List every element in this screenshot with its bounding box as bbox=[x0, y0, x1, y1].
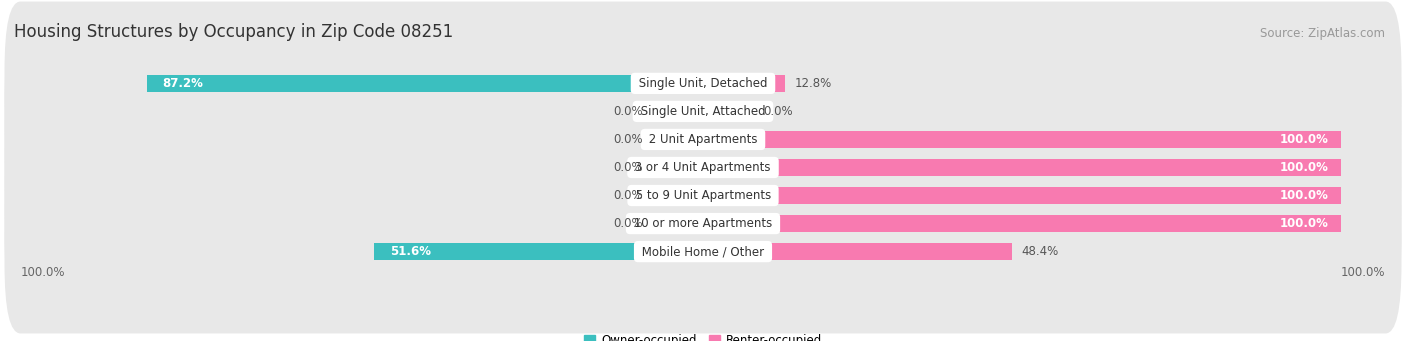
Text: Single Unit, Detached: Single Unit, Detached bbox=[636, 77, 770, 90]
Legend: Owner-occupied, Renter-occupied: Owner-occupied, Renter-occupied bbox=[583, 334, 823, 341]
Bar bbox=[703, 131, 1341, 148]
Bar bbox=[374, 243, 703, 260]
Text: Single Unit, Attached: Single Unit, Attached bbox=[637, 105, 769, 118]
Bar bbox=[703, 159, 1341, 176]
Bar bbox=[703, 187, 1341, 204]
Text: 5 to 9 Unit Apartments: 5 to 9 Unit Apartments bbox=[631, 189, 775, 202]
Text: Mobile Home / Other: Mobile Home / Other bbox=[638, 245, 768, 258]
Text: 100.0%: 100.0% bbox=[21, 266, 65, 279]
FancyBboxPatch shape bbox=[4, 170, 1402, 333]
Bar bbox=[703, 243, 1012, 260]
Bar bbox=[703, 103, 754, 120]
Text: 0.0%: 0.0% bbox=[613, 161, 643, 174]
Bar bbox=[703, 75, 785, 92]
Bar bbox=[652, 103, 703, 120]
Text: 2 Unit Apartments: 2 Unit Apartments bbox=[645, 133, 761, 146]
Text: 12.8%: 12.8% bbox=[794, 77, 831, 90]
Bar bbox=[652, 131, 703, 148]
Text: Housing Structures by Occupancy in Zip Code 08251: Housing Structures by Occupancy in Zip C… bbox=[14, 23, 453, 41]
Bar bbox=[652, 215, 703, 232]
Text: 0.0%: 0.0% bbox=[613, 217, 643, 230]
FancyBboxPatch shape bbox=[4, 86, 1402, 249]
FancyBboxPatch shape bbox=[4, 142, 1402, 306]
Text: 87.2%: 87.2% bbox=[163, 77, 204, 90]
Bar bbox=[652, 187, 703, 204]
Text: Source: ZipAtlas.com: Source: ZipAtlas.com bbox=[1260, 27, 1385, 40]
Text: 3 or 4 Unit Apartments: 3 or 4 Unit Apartments bbox=[631, 161, 775, 174]
Text: 0.0%: 0.0% bbox=[763, 105, 793, 118]
Text: 100.0%: 100.0% bbox=[1279, 217, 1329, 230]
Bar bbox=[703, 215, 1341, 232]
Text: 0.0%: 0.0% bbox=[613, 133, 643, 146]
Text: 48.4%: 48.4% bbox=[1021, 245, 1059, 258]
Bar bbox=[146, 75, 703, 92]
Text: 100.0%: 100.0% bbox=[1279, 133, 1329, 146]
Text: 51.6%: 51.6% bbox=[389, 245, 430, 258]
Text: 0.0%: 0.0% bbox=[613, 105, 643, 118]
Text: 100.0%: 100.0% bbox=[1279, 161, 1329, 174]
FancyBboxPatch shape bbox=[4, 114, 1402, 277]
FancyBboxPatch shape bbox=[4, 1, 1402, 165]
FancyBboxPatch shape bbox=[4, 30, 1402, 193]
Text: 100.0%: 100.0% bbox=[1341, 266, 1385, 279]
Bar bbox=[652, 159, 703, 176]
Text: 10 or more Apartments: 10 or more Apartments bbox=[630, 217, 776, 230]
FancyBboxPatch shape bbox=[4, 58, 1402, 221]
Text: 0.0%: 0.0% bbox=[613, 189, 643, 202]
Text: 100.0%: 100.0% bbox=[1279, 189, 1329, 202]
